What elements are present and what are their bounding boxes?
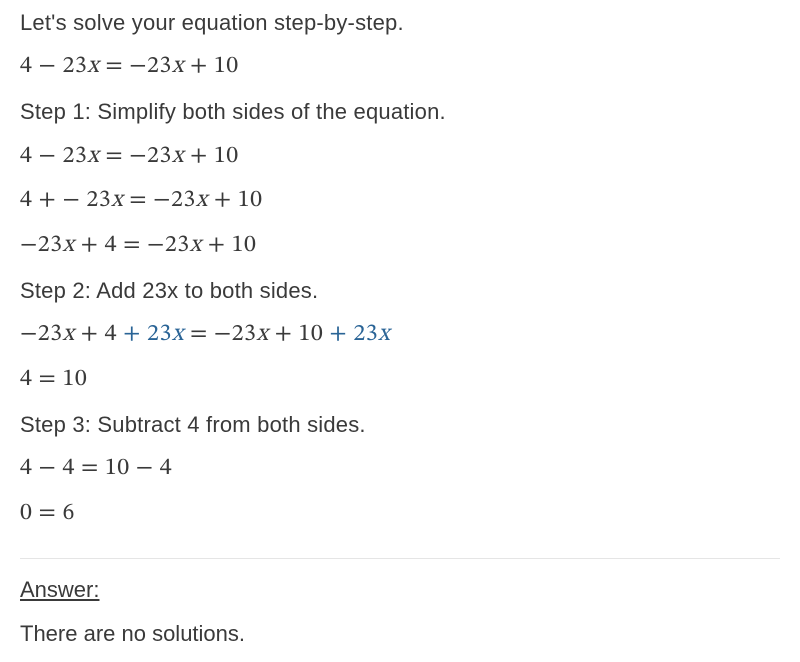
answer-label: Answer:	[20, 577, 780, 603]
step1-line-1: 4 − 23x = −23x + 10	[20, 142, 780, 171]
step2-line-1: −23x + 4 + 23x = −23x + 10 + 23x	[20, 320, 780, 349]
solution-page: Let's solve your equation step-by-step. …	[0, 0, 800, 662]
step2-line-2: 4 = 10	[20, 365, 780, 394]
divider	[20, 558, 780, 559]
answer-text: There are no solutions.	[20, 621, 780, 647]
step3-line-2: 0 = 6	[20, 499, 780, 528]
intro-text: Let's solve your equation step-by-step.	[20, 10, 780, 36]
step1-heading: Step 1: Simplify both sides of the equat…	[20, 99, 780, 125]
step3-line-1: 4 − 4 = 10 − 4	[20, 454, 780, 483]
step1-line-3: −23x + 4 = −23x + 10	[20, 231, 780, 260]
equation-original: 4 − 23x = −23x + 10	[20, 52, 780, 81]
step3-heading: Step 3: Subtract 4 from both sides.	[20, 412, 780, 438]
step2-heading: Step 2: Add 23x to both sides.	[20, 278, 780, 304]
step1-line-2: 4 + − 23x = −23x + 10	[20, 186, 780, 215]
